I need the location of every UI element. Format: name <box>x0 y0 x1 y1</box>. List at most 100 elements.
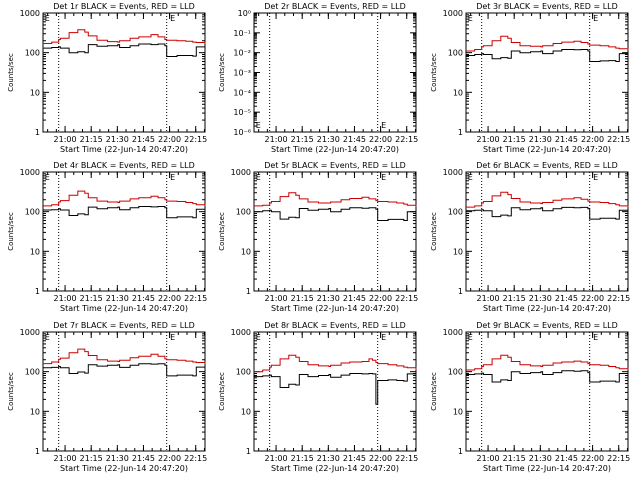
panel-title: Det 6r BLACK = Events, RED = LLD <box>476 161 618 170</box>
x-tick-label: 21:45 <box>343 294 366 303</box>
lld-series-line <box>466 35 629 52</box>
y-tick-label: 10⁰ <box>238 9 251 18</box>
x-tick-label: 22:00 <box>581 135 604 144</box>
x-axis-title: Start Time (22-Jun-14 20:47:20) <box>60 145 188 154</box>
event-marker: E <box>45 333 50 342</box>
event-marker: E <box>468 14 473 23</box>
y-tick-label: 100 <box>236 208 251 217</box>
x-tick-label: 21:45 <box>132 135 155 144</box>
x-tick-label: 21:15 <box>80 135 103 144</box>
events-series-line <box>254 373 417 405</box>
y-axis-title: Counts/sec <box>218 212 226 251</box>
y-tick-label: 1000 <box>20 168 40 177</box>
x-axis-title: Start Time (22-Jun-14 20:47:20) <box>271 145 399 154</box>
detector-panel-5: Det 5r BLACK = Events, RED = LLD 1 10 100 10… <box>218 161 418 313</box>
panel-title: Det 7r BLACK = Events, RED = LLD <box>53 321 195 330</box>
y-tick-label: 100 <box>25 368 40 377</box>
x-tick-label: 22:15 <box>607 135 630 144</box>
panel-title: Det 8r BLACK = Events, RED = LLD <box>264 321 406 330</box>
x-tick-label: 21:30 <box>529 294 552 303</box>
x-tick-label: 21:15 <box>503 294 526 303</box>
x-tick-label: 22:00 <box>581 294 604 303</box>
y-tick-label: 10 <box>453 247 463 256</box>
x-tick-label: 21:45 <box>132 294 155 303</box>
y-tick-label: 10⁻³ <box>233 69 251 78</box>
events-series-line <box>254 207 417 221</box>
y-tick-label: 10 <box>241 407 251 416</box>
x-tick-label: 21:45 <box>555 454 578 463</box>
x-tick-label: 21:45 <box>343 454 366 463</box>
y-axis-title: Counts/sec <box>430 53 438 92</box>
y-tick-label: 1 <box>35 128 40 137</box>
event-marker: E <box>256 333 261 342</box>
y-axis-title: Counts/sec <box>218 372 226 411</box>
plot-frame <box>253 331 417 452</box>
x-tick-label: 22:15 <box>395 294 418 303</box>
x-axis-title: Start Time (22-Jun-14 20:47:20) <box>483 145 611 154</box>
x-tick-label: 21:15 <box>291 135 314 144</box>
event-marker: E <box>45 173 50 182</box>
lld-series-line <box>43 29 206 44</box>
y-tick-label: 1000 <box>443 328 463 337</box>
x-tick-label: 21:00 <box>265 454 288 463</box>
x-tick-label: 22:15 <box>395 454 418 463</box>
y-tick-label: 1 <box>246 447 251 456</box>
y-tick-label: 10 <box>30 247 40 256</box>
y-tick-label: 100 <box>448 368 463 377</box>
x-tick-label: 21:30 <box>529 454 552 463</box>
x-tick-label: 21:45 <box>343 135 366 144</box>
x-tick-label: 22:00 <box>369 454 392 463</box>
y-tick-label: 10⁻⁴ <box>233 88 251 97</box>
y-axis-title: Counts/sec <box>7 212 15 251</box>
y-tick-label: 10 <box>453 88 463 97</box>
event-marker: E <box>593 14 598 23</box>
y-tick-label: 1000 <box>443 168 463 177</box>
y-axis-title: Counts/sec <box>7 53 15 92</box>
y-tick-label: 1 <box>246 287 251 296</box>
x-tick-label: 21:00 <box>477 454 500 463</box>
y-axis-title: Counts/sec <box>7 372 15 411</box>
x-tick-label: 21:15 <box>291 294 314 303</box>
panel-title: Det 3r BLACK = Events, RED = LLD <box>476 2 618 11</box>
y-tick-label: 1000 <box>231 328 251 337</box>
event-marker: E <box>381 173 386 182</box>
x-tick-label: 22:00 <box>581 454 604 463</box>
y-axis-title: Counts/sec <box>430 212 438 251</box>
x-tick-label: 21:00 <box>477 294 500 303</box>
event-marker: E <box>381 333 386 342</box>
x-tick-label: 21:30 <box>529 135 552 144</box>
panel-title: Det 5r BLACK = Events, RED = LLD <box>264 161 406 170</box>
x-tick-label: 22:00 <box>369 135 392 144</box>
x-tick-label: 21:30 <box>317 135 340 144</box>
events-series-line <box>43 363 206 377</box>
x-tick-label: 22:15 <box>607 294 630 303</box>
lld-series-line <box>466 191 629 208</box>
lld-series-line <box>466 354 629 371</box>
event-marker: E <box>170 14 175 23</box>
event-marker: E <box>593 333 598 342</box>
event-marker: E <box>170 173 175 182</box>
x-tick-label: 21:00 <box>477 135 500 144</box>
x-tick-label: 21:15 <box>503 454 526 463</box>
x-tick-label: 21:00 <box>265 135 288 144</box>
events-series-line <box>466 206 629 220</box>
y-tick-label: 100 <box>236 368 251 377</box>
x-axis-title: Start Time (22-Jun-14 20:47:20) <box>483 304 611 313</box>
y-tick-label: 1 <box>35 447 40 456</box>
plot-frame <box>42 12 206 133</box>
detector-panel-8: Det 8r BLACK = Events, RED = LLD 1 10 100 10… <box>218 321 418 473</box>
y-tick-label: 10 <box>453 407 463 416</box>
y-axis-title: Counts/sec <box>218 53 226 92</box>
x-tick-label: 21:15 <box>80 454 103 463</box>
plot-frame <box>465 171 629 292</box>
x-tick-label: 22:15 <box>184 454 207 463</box>
x-tick-label: 21:45 <box>555 135 578 144</box>
event-marker: E <box>593 173 598 182</box>
y-tick-label: 10⁻¹ <box>233 29 251 38</box>
plot-frame <box>253 171 417 292</box>
x-axis-title: Start Time (22-Jun-14 20:47:20) <box>60 304 188 313</box>
detector-panel-2: Det 2r BLACK = Events, RED = LLD 10⁻⁶ 10⁻⁵… <box>218 2 418 154</box>
x-tick-label: 21:45 <box>132 454 155 463</box>
x-tick-label: 22:15 <box>395 135 418 144</box>
